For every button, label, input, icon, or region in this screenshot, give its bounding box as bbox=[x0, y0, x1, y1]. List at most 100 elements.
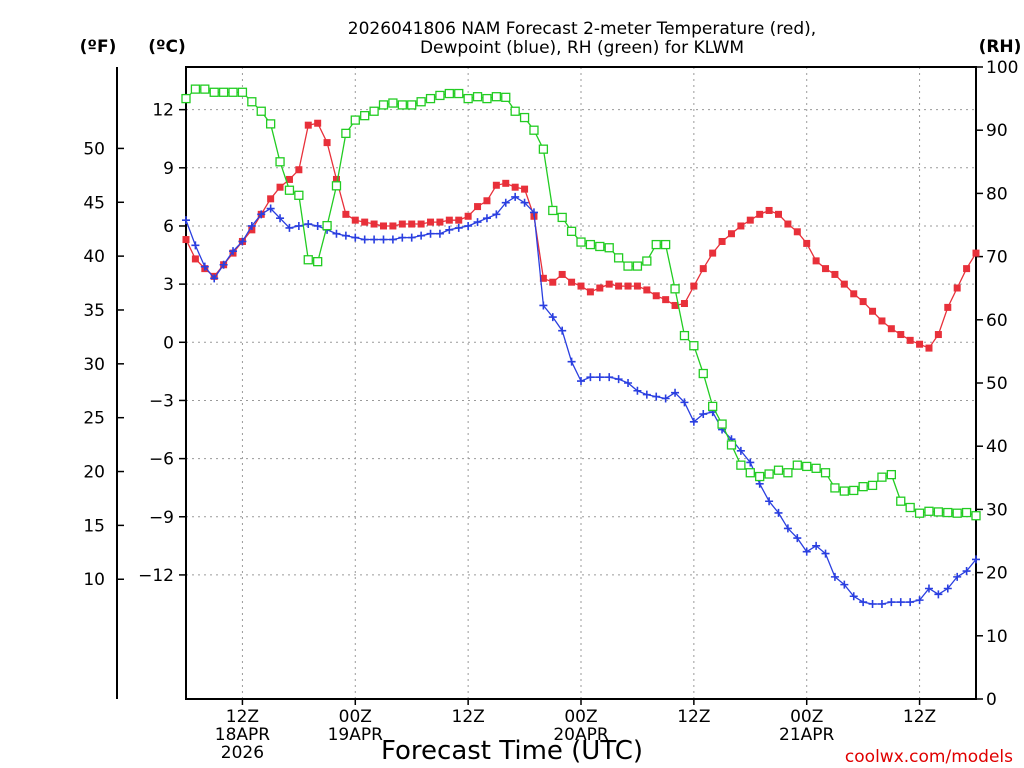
temperature-point bbox=[850, 290, 858, 298]
rh-point bbox=[416, 97, 426, 107]
fahrenheit-tick-label: 30 bbox=[83, 355, 105, 375]
rh-point bbox=[294, 190, 304, 200]
dewpoint-point bbox=[877, 600, 886, 609]
rh-point bbox=[745, 468, 755, 478]
temperature-point bbox=[765, 206, 773, 214]
rh-point bbox=[331, 181, 342, 191]
dewpoint-point bbox=[285, 223, 294, 232]
temperature-point bbox=[276, 183, 284, 191]
rh-point bbox=[585, 239, 596, 250]
temperature-point bbox=[972, 249, 980, 257]
x-tick-label: 00Z bbox=[790, 707, 823, 727]
dewpoint-point bbox=[915, 596, 924, 605]
rh-point bbox=[378, 100, 389, 110]
temperature-point bbox=[314, 119, 322, 127]
dewpoint-point bbox=[266, 204, 275, 213]
dewpoint-point bbox=[257, 210, 266, 219]
temperature-point bbox=[521, 185, 529, 193]
temperature-point bbox=[859, 298, 867, 306]
rh-tick-label: 70 bbox=[986, 248, 1008, 268]
rh-point bbox=[952, 508, 962, 518]
rh-point bbox=[463, 93, 473, 104]
dewpoint-point bbox=[962, 567, 971, 576]
dewpoint-point bbox=[680, 398, 689, 407]
rh-point bbox=[472, 92, 483, 102]
temperature-point bbox=[944, 303, 952, 311]
temperature-point bbox=[624, 282, 632, 290]
dewpoint-point bbox=[294, 221, 303, 230]
temperature-point bbox=[718, 237, 726, 245]
dewpoint-point bbox=[511, 192, 520, 201]
dewpoint-point bbox=[783, 524, 792, 533]
temperature-point bbox=[680, 300, 688, 308]
dewpoint-point bbox=[953, 572, 962, 581]
dewpoint-point bbox=[586, 373, 595, 382]
celsius-tick-label: −12 bbox=[138, 566, 174, 586]
celsius-tick-label: −6 bbox=[149, 450, 174, 470]
temperature-point bbox=[568, 278, 576, 286]
dewpoint-point bbox=[417, 231, 426, 240]
rh-point bbox=[501, 92, 511, 102]
dewpoint-point bbox=[370, 235, 379, 244]
temperature-point bbox=[332, 175, 340, 183]
temperature-point bbox=[586, 288, 594, 296]
x-tick-label: 18APR bbox=[215, 725, 271, 745]
dewpoint-point bbox=[238, 237, 247, 246]
rh-point bbox=[613, 253, 624, 263]
rh-point bbox=[849, 485, 859, 496]
rh-point bbox=[802, 461, 812, 472]
rh-point bbox=[764, 469, 774, 479]
rh-point bbox=[839, 486, 849, 496]
rh-point bbox=[651, 239, 661, 250]
x-tick-label: 12Z bbox=[452, 707, 485, 727]
fahrenheit-tick-label: 40 bbox=[83, 247, 105, 267]
rh-point bbox=[444, 88, 454, 99]
dewpoint-point bbox=[520, 198, 529, 207]
rh-point bbox=[736, 460, 746, 470]
rh-point bbox=[604, 243, 614, 253]
rh-tick-label: 100 bbox=[986, 58, 1018, 78]
celsius-tick-label: −3 bbox=[149, 391, 174, 411]
temperature-point bbox=[662, 296, 670, 304]
rh-point bbox=[181, 93, 191, 104]
temperature-point bbox=[756, 210, 764, 218]
dewpoint-point bbox=[379, 235, 388, 244]
temperature-point bbox=[916, 340, 924, 348]
rh-point bbox=[538, 144, 549, 154]
dewpoint-point bbox=[529, 208, 538, 217]
temperature-point bbox=[398, 220, 406, 228]
rh-point bbox=[830, 483, 840, 493]
dewpoint-point bbox=[229, 247, 238, 256]
rh-point bbox=[576, 237, 586, 247]
rh-point bbox=[773, 465, 784, 475]
rh-point bbox=[275, 157, 285, 167]
dewpoint-point bbox=[595, 373, 604, 382]
temperature-point bbox=[558, 270, 566, 278]
temperature-point bbox=[897, 331, 905, 339]
dewpoint-point bbox=[313, 221, 322, 230]
dewpoint-point bbox=[539, 301, 548, 310]
rh-point bbox=[971, 511, 981, 521]
dewpoint-point bbox=[868, 600, 877, 609]
temperature-point bbox=[295, 166, 303, 174]
temperature-point bbox=[182, 236, 190, 244]
dewpoint-point bbox=[821, 549, 830, 558]
temperature-point bbox=[793, 228, 801, 236]
dewpoint-point bbox=[812, 541, 821, 550]
dewpoint-point bbox=[398, 233, 407, 242]
temperature-point bbox=[643, 286, 651, 294]
temperature-point bbox=[878, 317, 886, 325]
rh-point bbox=[510, 106, 520, 116]
temperature-point bbox=[483, 197, 491, 205]
temperature-point bbox=[605, 280, 613, 288]
rh-point bbox=[397, 100, 407, 110]
rh-point bbox=[350, 115, 360, 125]
rh-point bbox=[679, 330, 690, 341]
rh-point bbox=[200, 84, 210, 94]
rh-point bbox=[914, 508, 925, 518]
temperature-point bbox=[351, 216, 359, 224]
rh-point bbox=[322, 220, 332, 231]
dewpoint-point bbox=[896, 598, 905, 607]
dewpoint-point bbox=[774, 508, 783, 517]
